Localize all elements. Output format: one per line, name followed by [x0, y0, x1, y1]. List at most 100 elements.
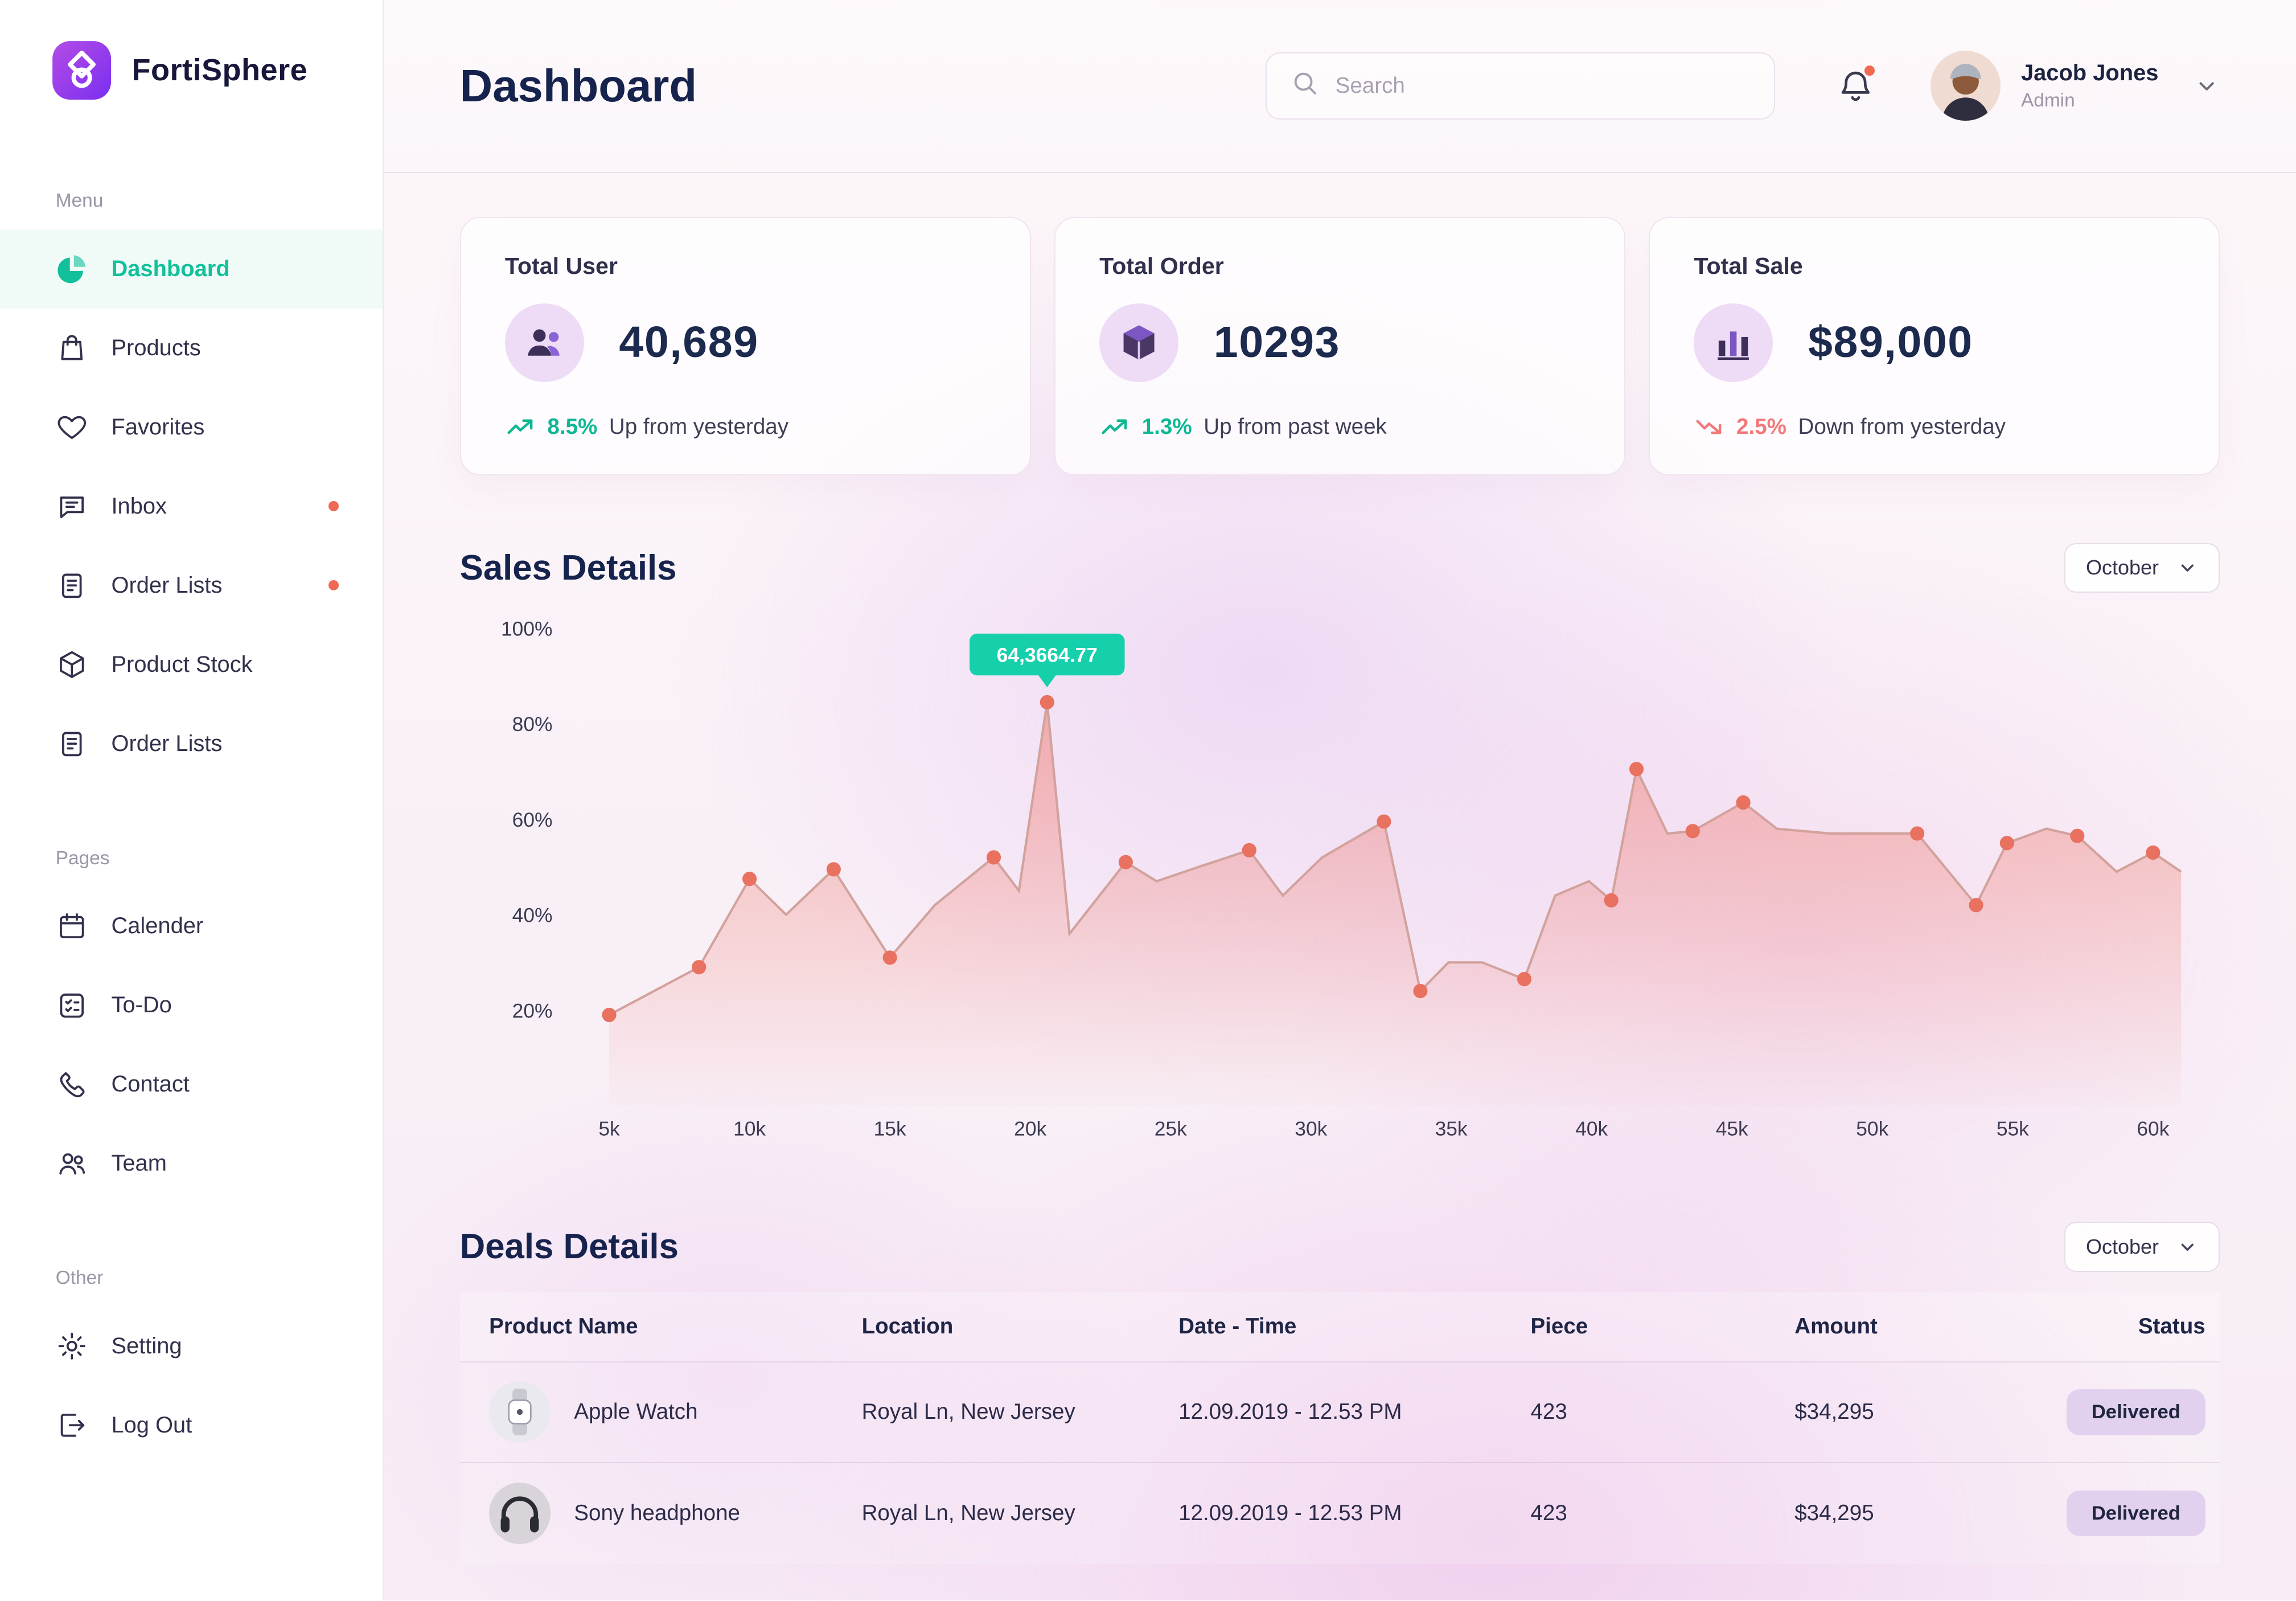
- brand-name: FortiSphere: [132, 53, 308, 88]
- chart-tooltip: 64,3664.77: [969, 633, 1125, 687]
- clipboard-icon: [56, 728, 88, 760]
- sidebar-item-label: Inbox: [111, 493, 167, 519]
- x-axis-label: 55k: [1996, 1118, 2028, 1140]
- x-axis-label: 35k: [1435, 1118, 1467, 1140]
- chat-icon: [56, 490, 88, 523]
- chart-point: [2145, 845, 2161, 860]
- sales-section: Sales Details October 64,3664.77 20% 40% 60…: [384, 543, 2296, 1155]
- stat-card-total-order: Total Order 10293 1.3% Up from past week: [1054, 216, 1626, 476]
- sidebar-item-label: Order Lists: [111, 730, 223, 756]
- chevron-down-icon: [2176, 557, 2199, 579]
- calendar-icon: [56, 910, 88, 943]
- product-cell: Sony headphone: [489, 1483, 832, 1545]
- sidebar-item-favorites[interactable]: Favorites: [0, 388, 383, 467]
- chart-point: [691, 959, 706, 975]
- sidebar-item-label: Setting: [111, 1333, 182, 1359]
- sidebar-item-contact[interactable]: Contact: [0, 1045, 383, 1124]
- trend-down-icon: [1694, 412, 1724, 442]
- package-icon: [1099, 303, 1179, 383]
- deals-title: Deals Details: [459, 1227, 679, 1267]
- stat-title: Total Order: [1099, 253, 1224, 280]
- notification-button[interactable]: [1837, 65, 1875, 105]
- deals-period-value: October: [2085, 1234, 2159, 1258]
- bell-icon: [1841, 72, 1870, 101]
- deals-table: Product Name Location Date - Time Piece Amou…: [459, 1292, 2220, 1564]
- table-row: Apple Watch Royal Ln, New Jersey 12.09.201…: [459, 1361, 2220, 1463]
- chart-point: [1685, 823, 1700, 839]
- trend-up-icon: [1099, 412, 1130, 442]
- cell-location: Royal Ln, New Jersey: [847, 1361, 1164, 1463]
- search-input[interactable]: [1335, 73, 1751, 98]
- sidebar-section-label: Menu: [55, 190, 104, 212]
- trend-up-icon: [505, 412, 536, 442]
- bag-icon: [56, 332, 88, 364]
- chart-point: [1412, 983, 1428, 998]
- sales-period-select[interactable]: October: [2064, 543, 2220, 593]
- chart-point: [1242, 843, 1256, 857]
- y-axis-label: 80%: [512, 713, 552, 736]
- y-axis-label: 40%: [512, 904, 552, 926]
- chart-point: [1736, 795, 1751, 810]
- sidebar-item-team[interactable]: Team: [0, 1124, 383, 1203]
- sidebar-nav: Menu Dashboard Products Favorites Inbox Order…: [0, 190, 383, 1465]
- sidebar-item-setting[interactable]: Setting: [0, 1307, 383, 1386]
- cell-product-name: Sony headphone: [459, 1462, 847, 1564]
- trend-percent: 2.5%: [1736, 414, 1786, 439]
- x-axis-label: 40k: [1575, 1118, 1608, 1140]
- chart-point: [2069, 828, 2085, 843]
- stat-trend: 8.5% Up from yesterday: [505, 412, 986, 442]
- stat-value: 40,689: [619, 318, 759, 367]
- chart-point: [1909, 826, 1924, 841]
- chart-point: [1377, 814, 1391, 829]
- chart-point: [986, 850, 1001, 865]
- chevron-down-icon[interactable]: [2194, 73, 2220, 99]
- sidebar-item-label: Order Lists: [111, 572, 223, 598]
- trend-percent: 8.5%: [547, 414, 598, 439]
- x-axis-label: 25k: [1154, 1118, 1186, 1140]
- status-badge: Delivered: [2066, 1491, 2205, 1537]
- col-piece: Piece: [1515, 1292, 1780, 1362]
- sidebar-item-order-lists[interactable]: Order Lists: [0, 704, 383, 783]
- page-title: Dashboard: [459, 60, 697, 111]
- table-row: Sony headphone Royal Ln, New Jersey 12.09.…: [459, 1462, 2220, 1564]
- pie-chart-icon: [56, 253, 88, 285]
- barchart-icon: [1694, 303, 1773, 383]
- sidebar-item-calender[interactable]: Calender: [0, 887, 383, 966]
- deals-table-head: Product Name Location Date - Time Piece Amou…: [459, 1292, 2220, 1362]
- sidebar-item-label: Dashboard: [111, 256, 230, 282]
- sidebar-item-products[interactable]: Products: [0, 309, 383, 388]
- phone-icon: [56, 1068, 88, 1101]
- logout-icon: [56, 1409, 88, 1442]
- notification-dot: [328, 501, 339, 512]
- brand-logo-icon: [50, 38, 114, 102]
- product-name: Sony headphone: [574, 1501, 741, 1526]
- deals-period-select[interactable]: October: [2064, 1222, 2220, 1272]
- sony-headphone-thumb: [489, 1483, 551, 1545]
- cell-status: Delivered: [2026, 1361, 2220, 1463]
- col-location: Location: [847, 1292, 1164, 1362]
- cell-location: Royal Ln, New Jersey: [847, 1462, 1164, 1564]
- deals-section: Deals Details October Product Name Locati…: [384, 1222, 2296, 1564]
- sidebar-item-product-stock[interactable]: Product Stock: [0, 625, 383, 704]
- cell-piece: 423: [1515, 1361, 1780, 1463]
- svg-text:64,3664.77: 64,3664.77: [996, 644, 1097, 666]
- col-amount: Amount: [1780, 1292, 2027, 1362]
- clipboard-icon: [56, 569, 88, 602]
- sidebar-item-dashboard[interactable]: Dashboard: [0, 229, 383, 309]
- sidebar-item-log-out[interactable]: Log Out: [0, 1386, 383, 1465]
- sidebar-item-order-lists[interactable]: Order Lists: [0, 546, 383, 625]
- cell-product-name: Apple Watch: [459, 1361, 847, 1463]
- sidebar-item-to-do[interactable]: To-Do: [0, 966, 383, 1045]
- trend-text: Up from past week: [1204, 414, 1387, 439]
- search-bar[interactable]: [1265, 52, 1775, 120]
- notification-dot: [1864, 65, 1875, 76]
- x-axis-label: 30k: [1295, 1118, 1327, 1140]
- main: Dashboard Jacob Jones Admin Total Us: [383, 0, 2296, 1601]
- x-axis-label: 20k: [1014, 1118, 1046, 1140]
- sidebar-item-inbox[interactable]: Inbox: [0, 467, 383, 546]
- team-icon: [56, 1147, 88, 1180]
- user-menu[interactable]: Jacob Jones Admin: [1930, 51, 2220, 121]
- user-info: Jacob Jones Admin: [2021, 59, 2158, 113]
- cube-icon: [56, 648, 88, 681]
- cell-amount: $34,295: [1780, 1462, 2027, 1564]
